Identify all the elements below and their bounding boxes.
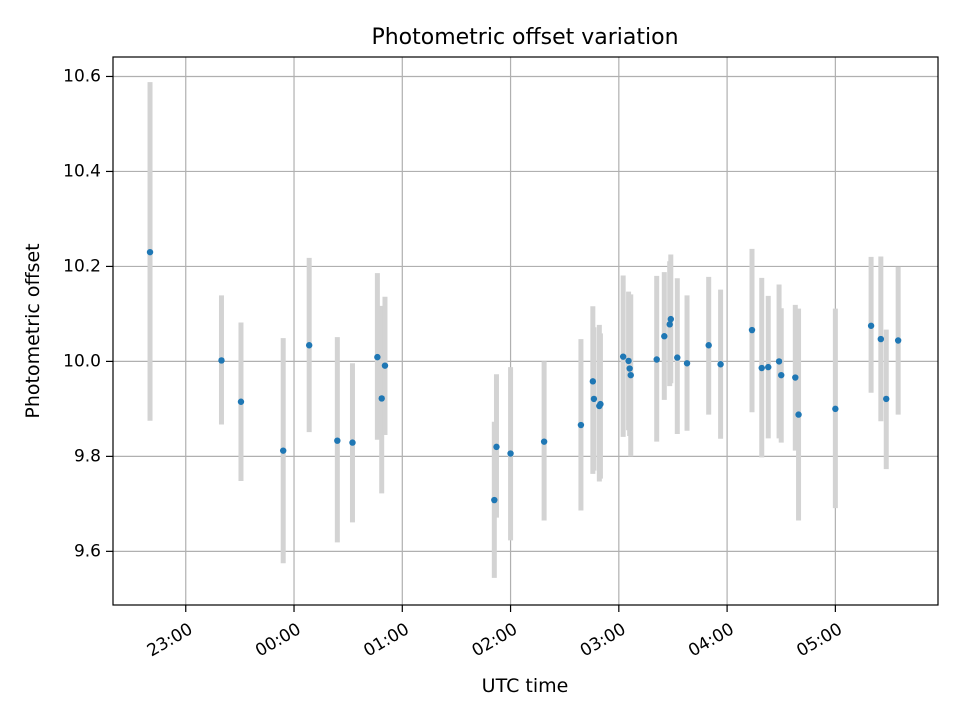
data-point [493,443,500,451]
data-point [334,437,341,444]
y-tick-label: 10.4 [63,161,101,181]
y-tick-label: 10.6 [63,66,101,86]
data-point [758,364,765,372]
data-point [540,438,548,445]
data-point [305,342,313,349]
data-point [717,361,724,368]
data-point [705,342,712,349]
data-point [795,411,802,418]
data-point [349,439,356,446]
data-point [666,321,673,328]
data-point [765,363,772,371]
data-point [507,450,514,457]
y-axis-label: Photometric offset [22,243,44,418]
data-point [378,395,385,402]
x-axis-label: UTC time [482,675,569,697]
data-point [374,353,381,361]
data-point [883,395,890,403]
data-point [590,395,598,403]
data-point [237,398,245,405]
data-point [619,353,627,360]
data-point [748,326,756,334]
data-point [877,335,885,343]
y-tick-label: 10.0 [63,351,101,371]
data-point [626,365,633,372]
data-point [279,447,287,454]
data-point [653,356,660,363]
data-point [627,371,634,379]
data-point [775,358,783,365]
data-point [218,357,225,364]
point-layer [146,248,902,504]
data-point [589,378,597,385]
y-tick-label: 9.8 [74,446,101,466]
data-point [894,337,902,344]
data-point [577,421,585,429]
data-point [146,248,154,256]
data-point [867,322,875,329]
chart-title: Photometric offset variation [371,25,678,50]
data-point [792,374,799,381]
data-point [597,400,604,408]
data-point [674,354,681,361]
data-point [832,405,839,413]
data-point [667,315,674,323]
data-point [778,371,785,379]
data-point [661,333,668,340]
data-point [491,496,498,504]
y-tick-label: 10.2 [63,256,101,276]
plot-frame [112,56,939,606]
data-point [381,362,389,369]
data-point [625,357,632,365]
y-tick-layer: 9.6 9.8 10.0 10.2 10.4 10.6 [63,66,113,561]
y-tick-label: 9.6 [74,541,101,561]
data-point [683,360,691,367]
